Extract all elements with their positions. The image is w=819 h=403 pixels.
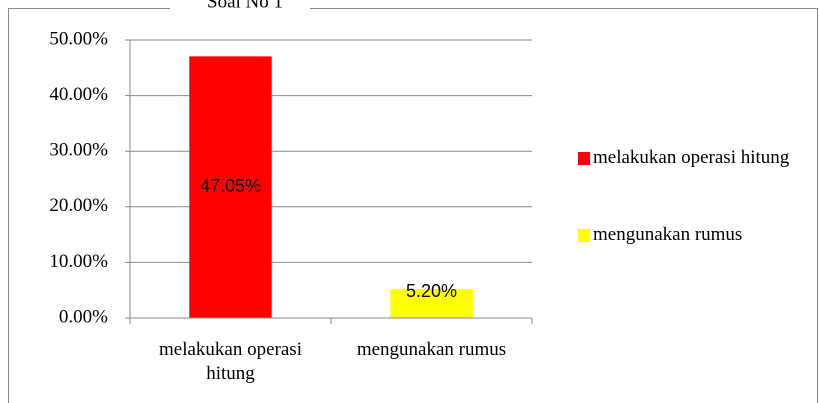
y-tick-label: 10.00% <box>49 251 108 272</box>
chart-title: Soal No 1 <box>207 0 283 12</box>
chart-border <box>8 8 818 403</box>
legend-label: melakukan operasi hitung <box>593 147 790 168</box>
x-tick-label: melakukan operasi hitung <box>159 339 302 384</box>
legend-swatch <box>578 229 590 242</box>
bar <box>390 289 473 318</box>
y-tick-label: 0.00% <box>59 306 108 327</box>
x-tick-label: mengunakan rumus <box>356 339 507 360</box>
legend-swatch <box>578 152 590 165</box>
y-tick-label: 30.00% <box>49 140 108 161</box>
title-backdrop <box>170 0 310 14</box>
y-tick-label: 40.00% <box>49 84 108 105</box>
data-label: 47.05% <box>200 176 261 196</box>
bar <box>189 56 272 318</box>
y-tick-label: 20.00% <box>49 195 108 216</box>
legend-label: mengunakan rumus <box>593 224 743 245</box>
data-label: 5.20% <box>406 281 457 301</box>
y-tick-label: 50.00% <box>49 28 108 49</box>
